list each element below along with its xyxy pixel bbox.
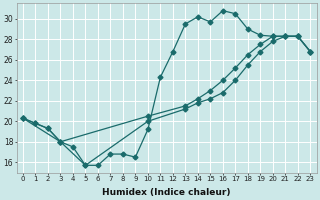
X-axis label: Humidex (Indice chaleur): Humidex (Indice chaleur)	[102, 188, 231, 197]
